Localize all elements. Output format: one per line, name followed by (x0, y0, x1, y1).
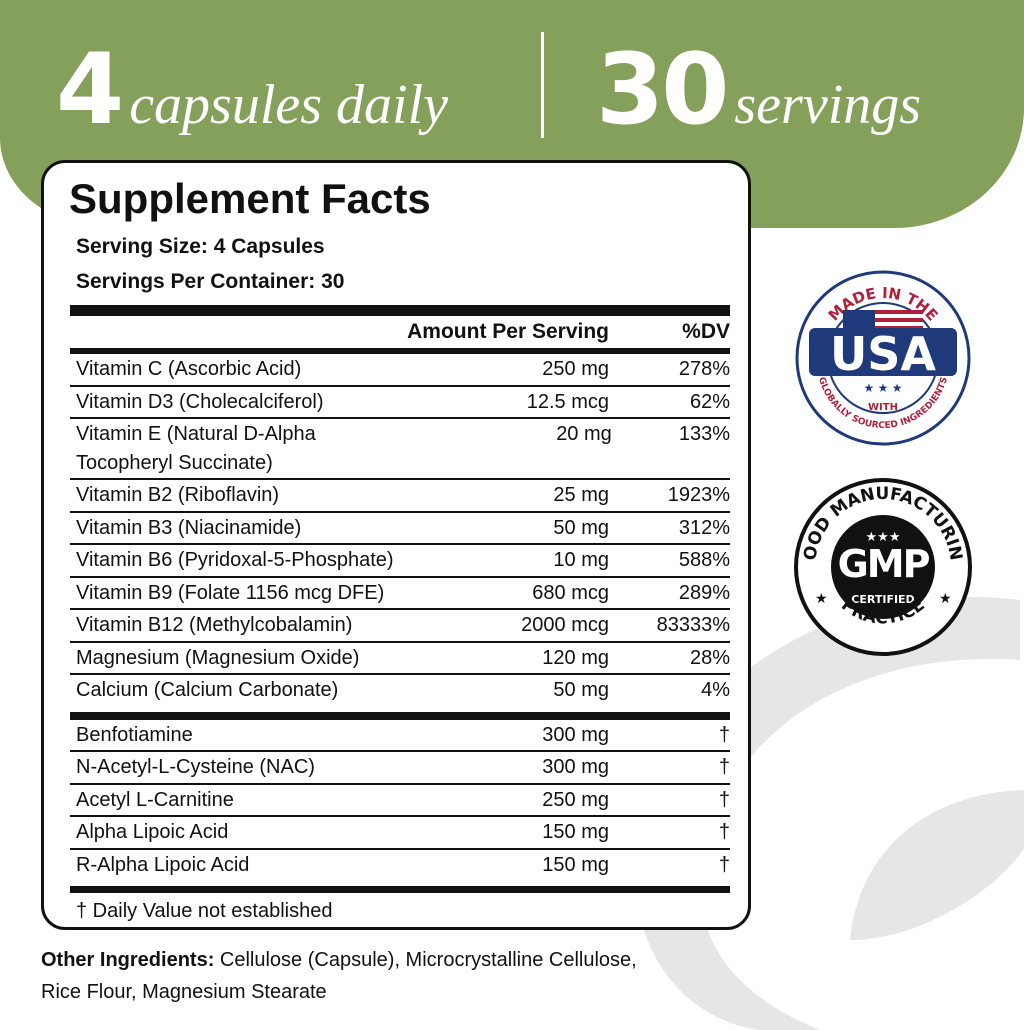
ingredient-amount: 50 mg (553, 679, 609, 701)
ingredient-name: Vitamin B3 (Niacinamide) (76, 516, 302, 539)
ingredient-name: Vitamin D3 (Cholecalciferol) (76, 390, 324, 413)
ingredient-dv: 4% (701, 679, 730, 701)
ingredient-amount: 12.5 mcg (526, 390, 609, 413)
svg-text:★: ★ (815, 590, 828, 606)
table-header: Amount Per Serving %DV (70, 316, 730, 348)
table-row: Vitamin C (Ascorbic Acid) 250 mg 278% (70, 354, 730, 387)
table-row: R-Alpha Lipoic Acid 150 mg † (70, 850, 730, 883)
ingredient-amount: 150 mg (542, 853, 609, 876)
serving-size: Serving Size: 4 Capsules (76, 235, 325, 258)
ingredient-name: Vitamin B6 (Pyridoxal-5-Phosphate) (76, 549, 394, 571)
table-row: Magnesium (Magnesium Oxide) 120 mg 28% (70, 643, 730, 675)
divider-bar (70, 305, 730, 316)
servings-text: servings (734, 74, 922, 136)
ingredient-name: Calcium (Calcium Carbonate) (76, 679, 339, 701)
supplement-facts-panel: Supplement Facts Serving Size: 4 Capsule… (41, 160, 751, 930)
ingredient-name: Vitamin B12 (Methylcobalamin) (76, 614, 353, 636)
ingredient-name: Vitamin B2 (Riboflavin) (76, 484, 280, 506)
ingredient-amount: 300 mg (542, 756, 609, 778)
ingredient-amount: 20 mg (556, 423, 612, 445)
ingredient-amount: 25 mg (553, 484, 609, 506)
ingredient-amount: 150 mg (542, 821, 609, 843)
table-row: Vitamin B2 (Riboflavin) 25 mg 1923% (70, 480, 730, 513)
gmp-certified-badge: GOOD MANUFACTURING ★★★ GMP CERTIFIED ★★ … (793, 477, 972, 656)
table-row: N-Acetyl-L-Cysteine (NAC) 300 mg † (70, 752, 730, 785)
table-row: Benfotiamine 300 mg † (70, 720, 730, 752)
facts-title: Supplement Facts (69, 175, 431, 222)
table-row: Vitamin B3 (Niacinamide) 50 mg 312% (70, 513, 730, 545)
ingredient-name: Vitamin B9 (Folate 1156 mcg DFE) (76, 581, 385, 604)
gmp-main-text: GMP (838, 542, 930, 586)
divider-bar (70, 886, 730, 893)
ingredient-name: Alpha Lipoic Acid (76, 821, 229, 843)
table-row: Vitamin B12 (Methylcobalamin) 2000 mcg 833… (70, 610, 730, 643)
ingredient-dv: † (718, 821, 730, 843)
gmp-certified-text: CERTIFIED (851, 593, 914, 606)
servings-headline: 30 servings (596, 40, 921, 140)
divider-bar (70, 711, 730, 720)
ingredient-dv: † (718, 788, 730, 811)
ingredient-dv: 588% (678, 549, 730, 571)
others-group: Benfotiamine 300 mg † N-Acetyl-L-Cysteine (… (70, 720, 730, 883)
ingredient-name: R-Alpha Lipoic Acid (76, 853, 250, 876)
other-ingredients-label: Other Ingredients: (41, 949, 215, 971)
col-amount: Amount Per Serving (407, 320, 609, 343)
capsules-number: 4 (56, 33, 124, 147)
facts-table: Amount Per Serving %DV Vitamin C (Ascorb… (70, 305, 730, 893)
table-row: Acetyl L-Carnitine 250 mg † (70, 785, 730, 817)
ingredient-dv: 62% (689, 390, 730, 413)
ingredient-amount: 680 mcg (532, 581, 609, 604)
capsules-headline: 4 capsules daily (56, 40, 448, 140)
ingredient-name: Vitamin C (Ascorbic Acid) (76, 358, 302, 380)
servings-number: 30 (596, 33, 729, 147)
svg-text:★ ★ ★: ★ ★ ★ (864, 381, 903, 395)
ingredient-dv: 83333% (656, 614, 730, 636)
usa-with-text: WITH (868, 402, 898, 413)
ingredient-amount: 50 mg (553, 516, 609, 539)
servings-per-container: Servings Per Container: 30 (76, 270, 345, 293)
table-row: Alpha Lipoic Acid 150 mg † (70, 817, 730, 850)
table-row: Calcium (Calcium Carbonate) 50 mg 4% (70, 675, 730, 708)
other-ingredients-text: Cellulose (Capsule), Microcrystalline Ce… (41, 949, 637, 1003)
ingredient-amount: 10 mg (553, 549, 609, 571)
ingredient-amount: 250 mg (542, 788, 609, 811)
made-in-usa-badge: MADE IN THE USA ★ ★ ★ WITH GLOBALLY SOUR… (795, 270, 971, 446)
ingredient-dv: 289% (678, 581, 730, 604)
ingredient-dv: 1923% (667, 484, 730, 506)
ingredient-dv: 312% (678, 516, 730, 539)
ingredient-name: Acetyl L-Carnitine (76, 788, 234, 811)
usa-main-text: USA (830, 327, 936, 381)
svg-text:★★★: ★★★ (866, 529, 901, 544)
ingredient-amount: 250 mg (542, 358, 609, 380)
ingredient-dv: † (718, 853, 730, 876)
vitamins-group: Vitamin C (Ascorbic Acid) 250 mg 278% Vitam… (70, 354, 730, 708)
table-row: Vitamin B6 (Pyridoxal-5-Phosphate) 10 mg 5… (70, 545, 730, 578)
table-row: Vitamin D3 (Cholecalciferol) 12.5 mcg 62% (70, 387, 730, 419)
ingredient-amount: 300 mg (542, 723, 609, 746)
table-row: Vitamin E (Natural D-Alpha Tocopheryl Su… (70, 419, 730, 480)
table-row: Vitamin B9 (Folate 1156 mcg DFE) 680 mcg 2… (70, 578, 730, 610)
ingredient-amount: 2000 mcg (521, 614, 609, 636)
ingredient-name: Benfotiamine (76, 723, 193, 746)
ingredient-name: Vitamin E (Natural D-Alpha Tocopheryl Su… (76, 423, 316, 474)
ingredient-name: N-Acetyl-L-Cysteine (NAC) (76, 756, 315, 778)
footnote: † Daily Value not established (76, 900, 333, 922)
divider-bar (70, 348, 730, 354)
svg-text:★: ★ (939, 590, 952, 606)
ingredient-name: Magnesium (Magnesium Oxide) (76, 646, 360, 669)
ingredient-dv: 28% (689, 646, 730, 669)
capsules-text: capsules daily (129, 74, 449, 136)
other-ingredients: Other Ingredients: Cellulose (Capsule), … (41, 944, 681, 1008)
ingredient-amount: 120 mg (542, 646, 609, 669)
ingredient-dv: 278% (678, 358, 730, 380)
ingredient-dv: † (718, 756, 730, 778)
ingredient-dv: † (718, 723, 730, 746)
header-divider (541, 32, 544, 138)
col-dv: %DV (682, 320, 730, 343)
ingredient-dv: 133% (678, 423, 730, 445)
